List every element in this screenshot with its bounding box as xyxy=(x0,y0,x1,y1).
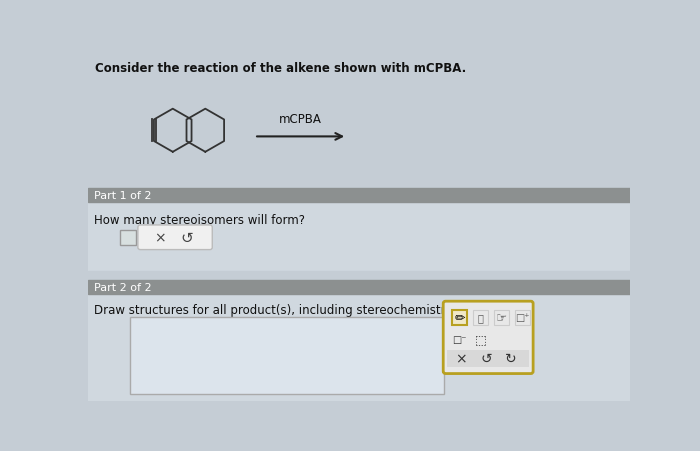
Bar xyxy=(130,317,444,394)
Text: ☞: ☞ xyxy=(496,311,507,324)
Bar xyxy=(514,310,530,325)
Bar xyxy=(88,189,630,202)
FancyBboxPatch shape xyxy=(443,302,533,374)
Text: ↻: ↻ xyxy=(505,351,517,365)
Text: ×: × xyxy=(154,231,165,245)
Text: ↺: ↺ xyxy=(181,230,193,245)
Text: Draw structures for all product(s), including stereochemistry.: Draw structures for all product(s), incl… xyxy=(94,304,454,317)
Text: ✏: ✏ xyxy=(454,311,465,324)
Bar xyxy=(494,310,509,325)
Bar xyxy=(88,202,630,272)
Text: ⬜: ⬜ xyxy=(477,313,484,322)
Bar xyxy=(88,281,630,295)
Text: ×: × xyxy=(455,351,467,365)
Bar xyxy=(452,310,468,325)
Text: Consider the reaction of the alkene shown with mCPBA.: Consider the reaction of the alkene show… xyxy=(95,62,466,75)
Text: Part 2 of 2: Part 2 of 2 xyxy=(94,283,151,293)
Text: mCPBA: mCPBA xyxy=(279,113,322,125)
FancyBboxPatch shape xyxy=(138,226,212,250)
Bar xyxy=(473,310,488,325)
Bar xyxy=(88,295,630,401)
Bar xyxy=(88,272,630,281)
Text: □⁺: □⁺ xyxy=(515,313,529,322)
Text: ⬚: ⬚ xyxy=(475,333,486,345)
Text: Part 1 of 2: Part 1 of 2 xyxy=(94,190,151,201)
Text: How many stereoisomers will form?: How many stereoisomers will form? xyxy=(94,213,304,226)
Text: ↺: ↺ xyxy=(480,351,491,365)
Bar xyxy=(447,350,529,367)
Bar xyxy=(120,230,136,245)
Text: □⁻: □⁻ xyxy=(452,334,467,344)
